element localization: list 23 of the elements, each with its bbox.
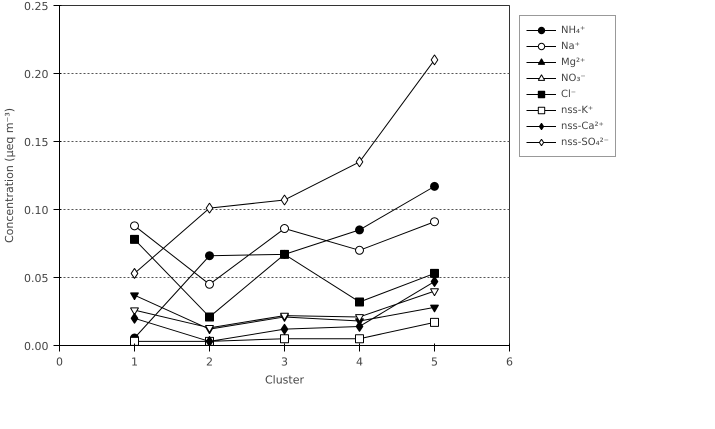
- y-tick-label: 0.00: [24, 340, 49, 353]
- legend-label: nss-SO₄²⁻: [561, 136, 609, 150]
- legend-label: NH₄⁺: [561, 24, 586, 38]
- legend-label: NO₃⁻: [561, 72, 586, 86]
- x-tick-label: 0: [56, 356, 63, 368]
- x-tick-label: 4: [356, 356, 363, 368]
- x-tick-label: 5: [431, 356, 438, 368]
- x-tick-label: 3: [281, 356, 288, 368]
- y-tick-label: 0.05: [24, 272, 49, 285]
- x-tick-label: 6: [506, 356, 513, 368]
- y-axis-title: Concentration (μeq m⁻³): [3, 108, 16, 244]
- x-tick-label: 1: [131, 356, 138, 368]
- y-tick-label: 0.25: [24, 0, 49, 13]
- legend-label: Cl⁻: [561, 88, 578, 102]
- x-axis-title: Cluster: [264, 374, 304, 386]
- legend-label: nss-K⁺: [561, 104, 594, 118]
- y-tick-label: 0.20: [24, 68, 49, 81]
- y-tick-label: 0.10: [24, 204, 49, 217]
- legend-label: Mg²⁺: [561, 56, 586, 70]
- legend-label: Na⁺: [561, 40, 581, 54]
- x-tick-label: 2: [206, 356, 213, 368]
- y-tick-label: 0.15: [24, 136, 49, 149]
- legend-label: nss-Ca²⁺: [561, 120, 604, 134]
